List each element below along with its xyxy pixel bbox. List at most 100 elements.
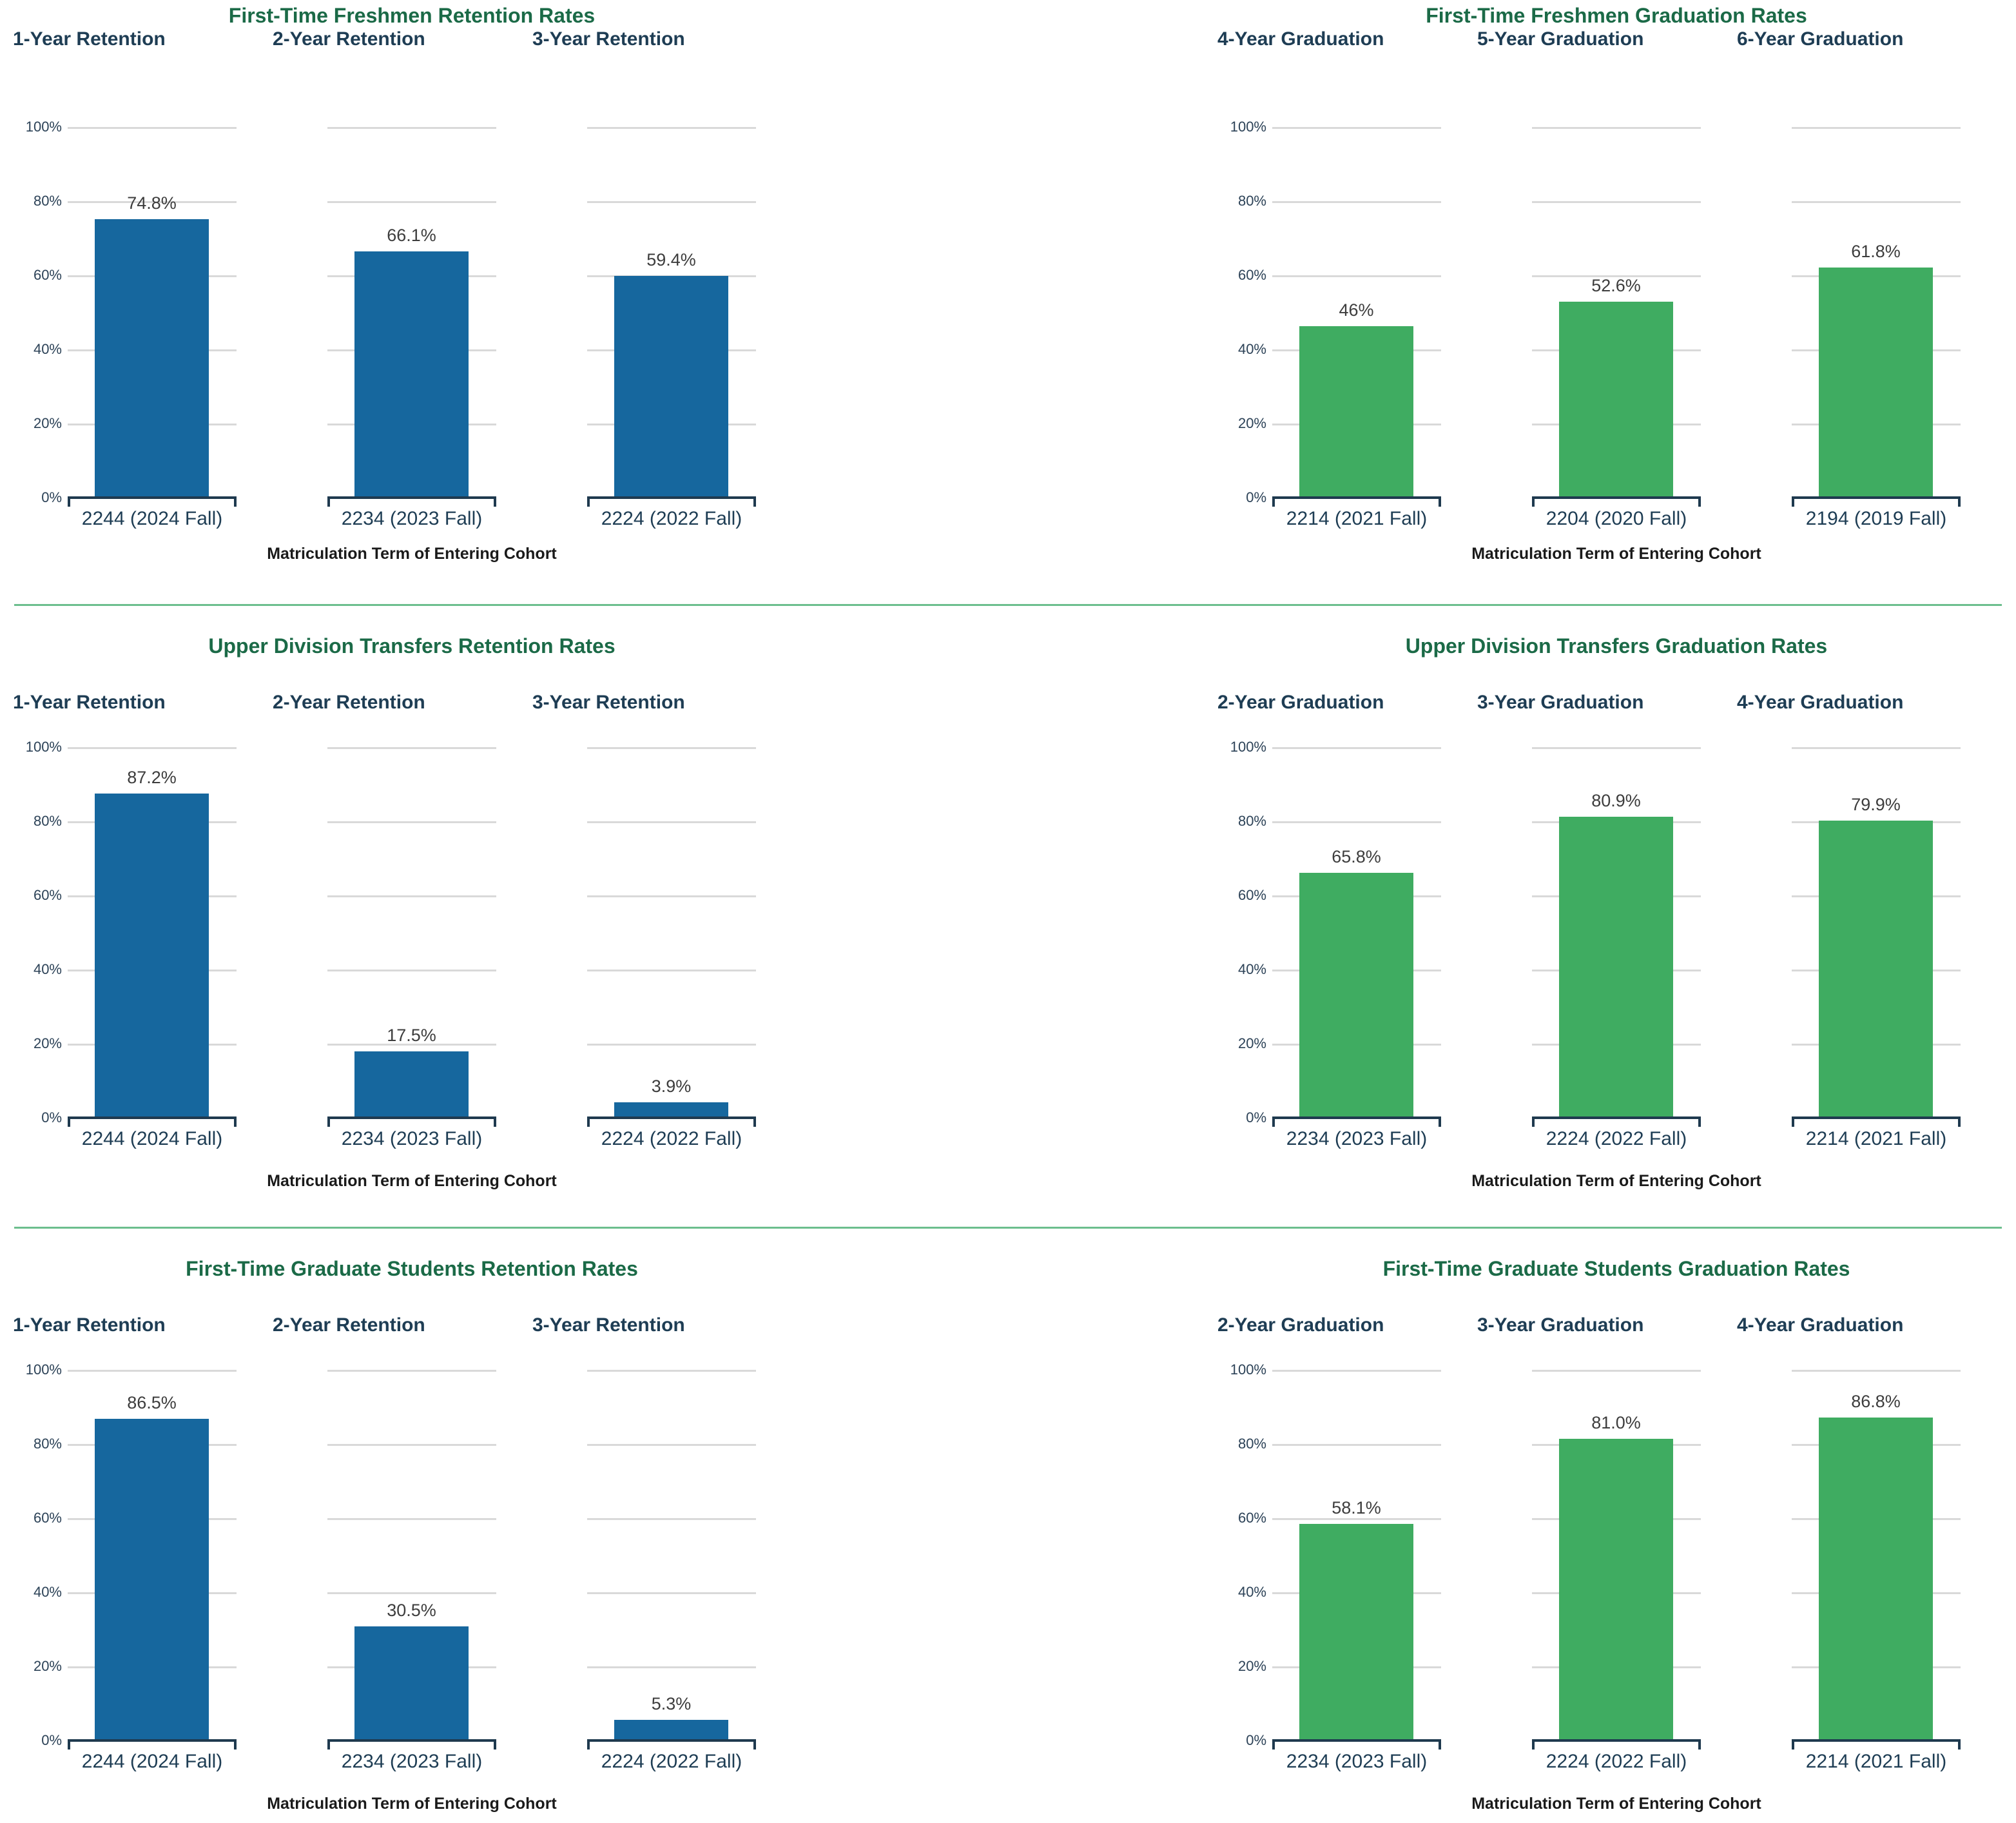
- gridline: [327, 1370, 496, 1372]
- x-category-label: 2234 (2023 Fall): [1286, 1751, 1428, 1772]
- gridline: [327, 970, 496, 971]
- bar[interactable]: 30.5%: [354, 1601, 469, 1739]
- bar[interactable]: 52.6%: [1559, 276, 1673, 496]
- x-category-label: 2234 (2023 Fall): [1286, 1128, 1428, 1149]
- gridline: [587, 970, 756, 971]
- bar[interactable]: 86.8%: [1819, 1392, 1933, 1739]
- bar-chart: 4-Year Graduation 86.8% 2214 (2021 Fall): [1737, 1314, 1961, 1772]
- value-label: 79.9%: [1851, 794, 1901, 814]
- baseline-axis: [327, 496, 496, 499]
- bar[interactable]: 79.9%: [1819, 795, 1933, 1116]
- axis-end-tick: [1698, 496, 1701, 507]
- chart-subtitle: 3-Year Graduation: [1477, 692, 1644, 713]
- chart-subtitle: 2-Year Graduation: [1217, 1314, 1384, 1336]
- chart-subtitle: 3-Year Graduation: [1477, 1314, 1644, 1336]
- gridline: [1792, 127, 1961, 129]
- gridline: [327, 1044, 496, 1046]
- baseline-axis: [1532, 1116, 1701, 1119]
- y-tick-label: 0%: [1246, 1109, 1266, 1126]
- gridline: [587, 747, 756, 749]
- value-label: 80.9%: [1591, 790, 1641, 810]
- bar[interactable]: 17.5%: [354, 1026, 469, 1116]
- bar[interactable]: 65.8%: [1299, 847, 1413, 1116]
- bar-chart: 3-Year Retention 5.3% 2224 (2022 Fall): [532, 1314, 756, 1772]
- bar[interactable]: 61.8%: [1819, 242, 1933, 496]
- y-tick-label: 20%: [1237, 1658, 1266, 1674]
- y-tick-label: 40%: [1237, 961, 1266, 977]
- bar[interactable]: 59.4%: [614, 250, 728, 496]
- bar[interactable]: 81.0%: [1559, 1413, 1673, 1739]
- value-label: 65.8%: [1332, 846, 1381, 866]
- plot-area: 86.8% 2214 (2021 Fall): [1792, 1370, 1961, 1772]
- axis-end-tick: [1958, 1739, 1961, 1750]
- gridline: [587, 201, 756, 203]
- plot-area: 5.3% 2224 (2022 Fall): [587, 1370, 756, 1772]
- baseline-axis: [1532, 496, 1701, 499]
- y-tick-label: 40%: [1237, 341, 1266, 357]
- panel-title: Upper Division Transfers Retention Rates: [208, 634, 615, 658]
- x-category-label: 2224 (2022 Fall): [601, 1751, 742, 1772]
- bar[interactable]: 46%: [1299, 300, 1413, 496]
- plot-area: 59.4% 2224 (2022 Fall): [587, 127, 756, 529]
- y-tick-label: 20%: [1237, 1035, 1266, 1051]
- y-tick-label: 60%: [1237, 267, 1266, 283]
- chart-subtitle: 4-Year Graduation: [1737, 692, 1904, 713]
- value-label: 61.8%: [1851, 241, 1901, 261]
- plot-area: 65.8% 2234 (2023 Fall): [1272, 747, 1441, 1149]
- x-axis-title: Matriculation Term of Entering Cohort: [1471, 1172, 1761, 1190]
- gridline: [587, 1592, 756, 1594]
- bar-chart: 2-Year Retention 30.5% 2234 (2023 Fall): [273, 1314, 496, 1772]
- gridline: [1792, 747, 1961, 749]
- plot-area: 3.9% 2224 (2022 Fall): [587, 747, 756, 1149]
- panel-title: First-Time Graduate Students Retention R…: [186, 1257, 638, 1280]
- bar[interactable]: 86.5%: [95, 1393, 209, 1739]
- bar-chart: 4-Year Graduation 46% 2214 (2021 Fall): [1217, 28, 1441, 529]
- axis-end-tick: [327, 1739, 330, 1750]
- x-category-label: 2224 (2022 Fall): [601, 508, 742, 529]
- gridline: [1532, 127, 1701, 129]
- bar-chart: 2-Year Graduation 58.1% 2234 (2023 Fall): [1217, 1314, 1441, 1772]
- y-axis: 100% 80% 60% 40% 20% 0%: [0, 739, 62, 1126]
- value-label: 52.6%: [1591, 275, 1641, 295]
- bar[interactable]: 87.2%: [95, 768, 209, 1116]
- plot-area: 80.9% 2224 (2022 Fall): [1532, 747, 1701, 1149]
- y-tick-label: 20%: [33, 415, 62, 431]
- chart-subtitle: 3-Year Retention: [532, 692, 685, 713]
- gridline: [1532, 747, 1701, 749]
- axis-end-tick: [494, 1739, 496, 1750]
- section-divider: [14, 1227, 2002, 1229]
- chart-subtitle: 2-Year Retention: [273, 28, 425, 50]
- y-tick-label: 60%: [1237, 887, 1266, 903]
- gridline: [1792, 201, 1961, 203]
- gridline: [587, 1444, 756, 1446]
- baseline-axis: [1792, 1739, 1961, 1742]
- plot-area: 52.6% 2204 (2020 Fall): [1532, 127, 1701, 529]
- y-tick-label: 100%: [1230, 1361, 1266, 1378]
- panel-title: First-Time Freshmen Retention Rates: [228, 4, 596, 27]
- bar[interactable]: 3.9%: [614, 1077, 728, 1116]
- bar[interactable]: 58.1%: [1299, 1498, 1413, 1739]
- x-category-label: 2214 (2021 Fall): [1805, 1128, 1947, 1149]
- gridline: [587, 1370, 756, 1372]
- x-category-label: 2224 (2022 Fall): [601, 1128, 742, 1149]
- axis-end-tick: [1272, 1739, 1275, 1750]
- baseline-axis: [1532, 1739, 1701, 1742]
- x-category-label: 2244 (2024 Fall): [81, 1751, 223, 1772]
- value-label: 74.8%: [127, 193, 177, 213]
- bar[interactable]: 5.3%: [614, 1694, 728, 1739]
- axis-end-tick: [234, 1116, 237, 1127]
- bar[interactable]: 74.8%: [95, 193, 209, 496]
- bar[interactable]: 66.1%: [354, 226, 469, 496]
- axis-end-tick: [1958, 1116, 1961, 1127]
- axis-end-tick: [68, 1739, 70, 1750]
- x-category-label: 2194 (2019 Fall): [1805, 508, 1947, 529]
- bar[interactable]: 80.9%: [1559, 791, 1673, 1116]
- value-label: 86.5%: [127, 1392, 177, 1412]
- plot-area: 66.1% 2234 (2023 Fall): [327, 127, 496, 529]
- axis-end-tick: [1698, 1739, 1701, 1750]
- axis-end-tick: [1272, 1116, 1275, 1127]
- axis-end-tick: [1272, 496, 1275, 507]
- chart-subtitle: 3-Year Retention: [532, 1314, 685, 1336]
- gridline: [1792, 1370, 1961, 1372]
- gridline: [68, 127, 237, 129]
